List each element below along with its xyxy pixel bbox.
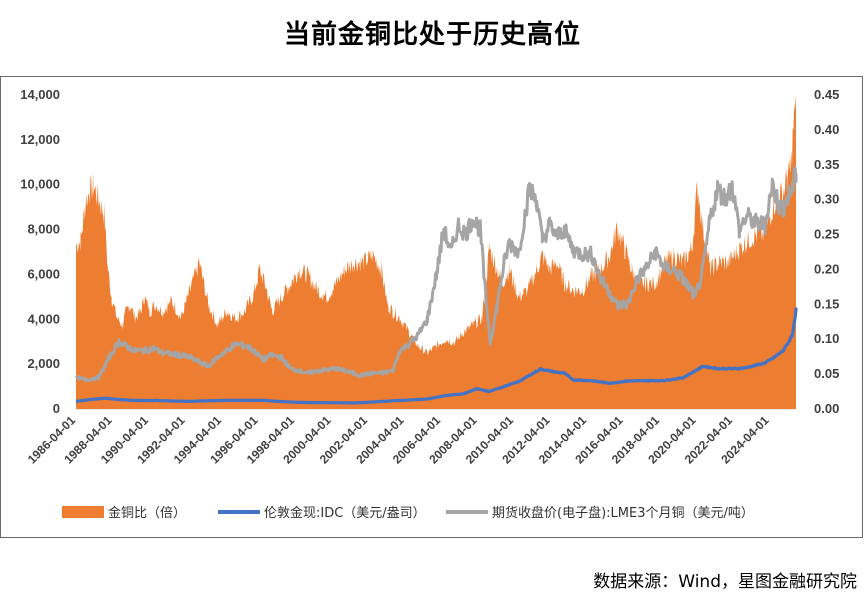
y-right-tick-label: 0.25 xyxy=(814,227,839,242)
y-right-tick-label: 0.45 xyxy=(814,87,839,102)
chart-frame xyxy=(0,76,863,538)
series-gold-copper-ratio-area xyxy=(76,94,796,409)
chart-title: 当前金铜比处于历史高位 xyxy=(283,20,581,50)
y-right-tick-label: 0.35 xyxy=(814,157,839,172)
y-right-tick-label: 0.15 xyxy=(814,296,839,311)
y-left-tick-label: 6,000 xyxy=(27,266,60,281)
y-right-tick-label: 0.00 xyxy=(814,401,839,416)
y-left-tick-label: 4,000 xyxy=(27,311,60,326)
y-left-tick-label: 8,000 xyxy=(27,222,60,237)
legend-item-ratio-swatch xyxy=(62,506,104,518)
chart-svg: 0 2,000 4,000 6,000 8,000 10,000 12,000 14,000 0… xyxy=(20,87,839,521)
y-right-tick-label: 0.10 xyxy=(814,331,839,346)
legend-item-ratio-label: 金铜比（倍） xyxy=(108,505,186,521)
y-right-tick-label: 0.20 xyxy=(814,261,839,276)
legend: 金铜比（倍） 伦敦金现:IDC（美元/盎司） 期货收盘价(电子盘):LME3个月铜（… xyxy=(62,505,754,521)
legend-item-copper-label: 期货收盘价(电子盘):LME3个月铜（美元/吨） xyxy=(492,505,754,521)
series-london-gold-line xyxy=(75,307,798,405)
y-left-tick-label: 10,000 xyxy=(20,177,60,192)
y-left-tick-label: 14,000 xyxy=(20,87,60,102)
data-source: 数据来源：Wind，星图金融研究院 xyxy=(593,572,857,592)
y-left-tick-label: 0 xyxy=(53,401,60,416)
series-lme-copper-line xyxy=(74,165,798,383)
y-right-tick-label: 0.30 xyxy=(814,192,839,207)
y-right-tick-label: 0.05 xyxy=(814,366,839,381)
y-left-tick-label: 2,000 xyxy=(27,356,60,371)
legend-item-gold-label: 伦敦金现:IDC（美元/盎司） xyxy=(264,505,426,521)
y-left-tick-label: 12,000 xyxy=(20,132,60,147)
y-right-tick-label: 0.40 xyxy=(814,122,839,137)
